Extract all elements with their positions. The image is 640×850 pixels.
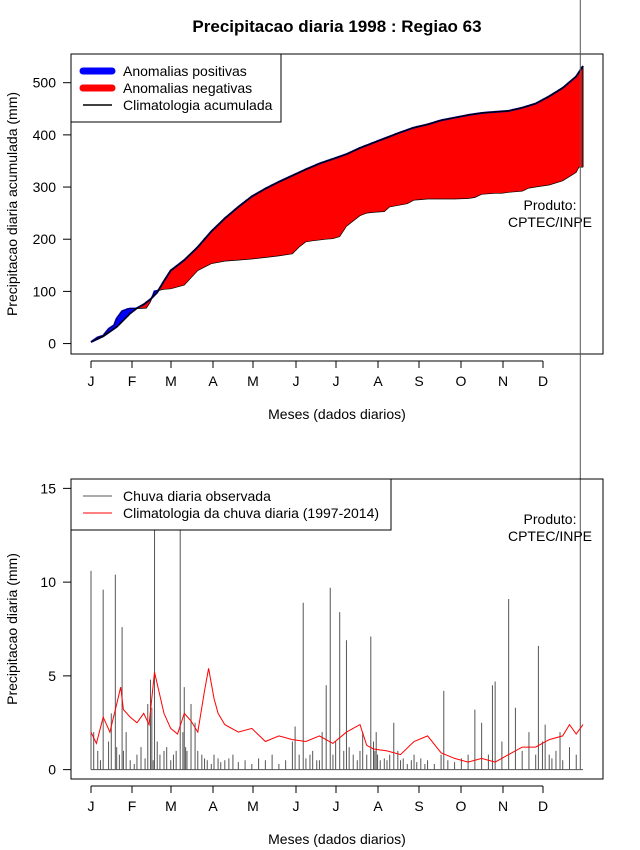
x-tick-label: F [128, 798, 137, 814]
observed-cumulative-line [90, 166, 583, 343]
x-tick-label: A [373, 798, 383, 814]
x-tick-label: O [456, 798, 467, 814]
chart-title: Precipitacao diaria 1998 : Regiao 63 [192, 17, 481, 36]
product-annotation-label: Produto: [524, 197, 577, 213]
x-tick-label: J [293, 373, 300, 389]
x-tick-label: A [208, 798, 218, 814]
cumulative-chart: 0 100 200 300 400 500 J F M A M J J A S O N D Precipitac… [4, 53, 604, 422]
legend: Chuva diaria observada Climatologia da c… [70, 478, 392, 531]
product-annotation-label: Produto: [524, 511, 577, 527]
y-tick-label: 5 [48, 668, 56, 684]
negative-anomaly-area [91, 66, 583, 342]
legend-label-positive: Anomalias positivas [123, 63, 247, 79]
x-tick-label: D [538, 373, 548, 389]
x-tick-label: N [498, 373, 508, 389]
x-tick-label: J [333, 373, 340, 389]
x-tick-label: J [293, 798, 300, 814]
x-tick-label: M [247, 798, 259, 814]
legend-label-observed: Chuva diaria observada [123, 488, 271, 504]
daily-chart: 0 5 10 15 J F M A M J J A S O N D Precipitacao diaria … [4, 0, 604, 847]
x-tick-label: S [414, 798, 423, 814]
x-tick-label: F [128, 373, 137, 389]
x-tick-label: J [88, 373, 95, 389]
x-tick-label: A [373, 373, 383, 389]
y-tick-label: 0 [48, 762, 56, 778]
x-tick-label: M [165, 373, 177, 389]
legend-box [70, 478, 392, 531]
x-tick-label: S [414, 373, 423, 389]
x-tick-label: N [498, 798, 508, 814]
x-axis-label: Meses (dados diarios) [268, 831, 406, 847]
x-tick-label: M [165, 798, 177, 814]
x-tick-label: J [88, 798, 95, 814]
legend-label-negative: Anomalias negativas [123, 80, 252, 96]
y-tick-label: 200 [33, 231, 57, 247]
y-tick-label: 500 [33, 75, 57, 91]
y-tick-label: 300 [33, 179, 57, 195]
legend-label-climatology: Climatologia acumulada [123, 97, 273, 113]
x-tick-label: A [208, 373, 218, 389]
y-tick-label: 15 [40, 480, 56, 496]
x-axis-label: Meses (dados diarios) [268, 406, 406, 422]
y-axis-label: Precipitacao diaria (mm) [4, 553, 20, 705]
y-tick-label: 10 [40, 574, 56, 590]
climatology-daily-line [90, 668, 584, 763]
climatology-line [90, 65, 584, 343]
y-axis-label: Precipitacao diaria acumulada (mm) [4, 92, 20, 316]
x-tick-label: J [333, 798, 340, 814]
product-annotation-source: CPTEC/INPE [508, 214, 592, 230]
y-tick-label: 0 [48, 336, 56, 352]
y-tick-label: 400 [33, 127, 57, 143]
product-annotation-source: CPTEC/INPE [508, 528, 592, 544]
x-tick-label: M [247, 373, 259, 389]
y-tick-label: 100 [33, 283, 57, 299]
x-tick-label: O [456, 373, 467, 389]
x-tick-label: D [538, 798, 548, 814]
legend-label-climatology: Climatologia da chuva diaria (1997-2014) [123, 505, 379, 521]
legend: Anomalias positivas Anomalias negativas … [70, 53, 282, 123]
